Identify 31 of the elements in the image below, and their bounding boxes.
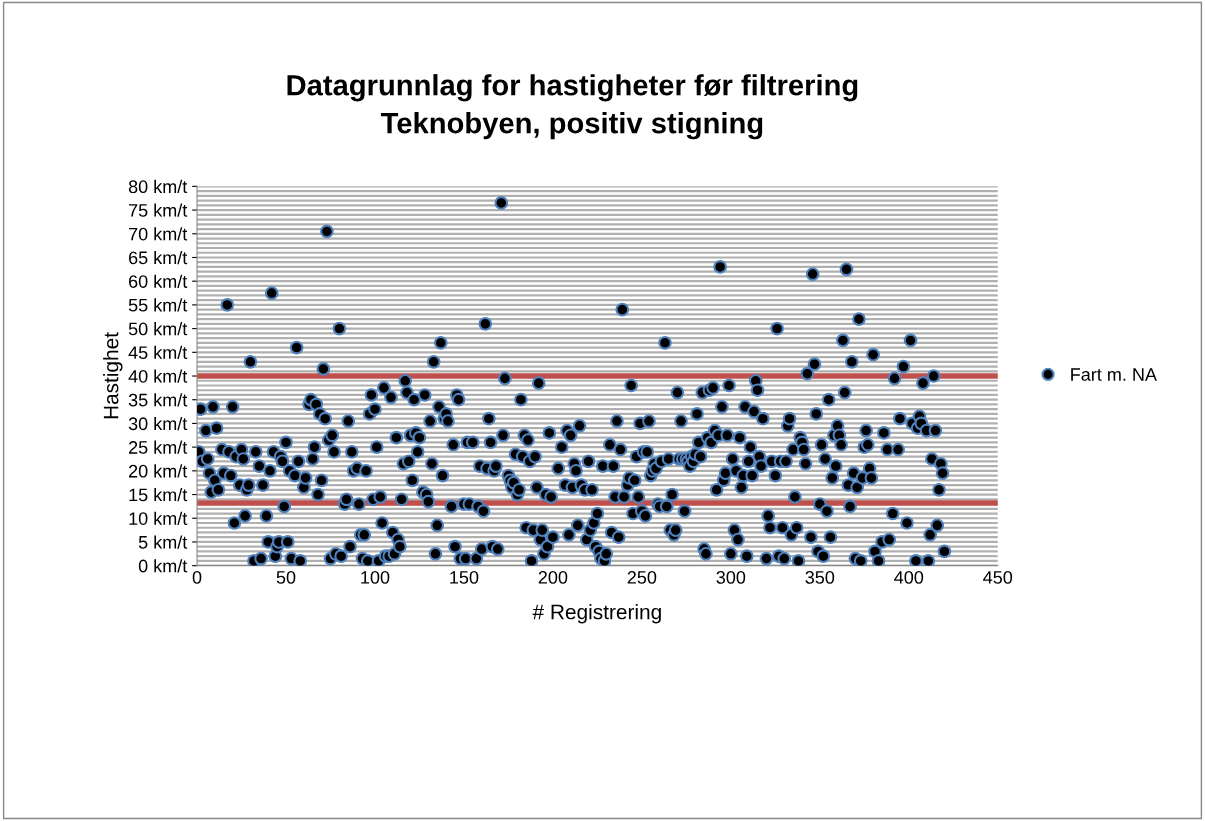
- y-tick-label: 45 km/t: [128, 345, 188, 360]
- x-tick-label: 100: [361, 571, 390, 584]
- y-tick-label: 30 km/t: [128, 416, 188, 431]
- x-tick-label: 300: [716, 571, 746, 584]
- y-tick-label: 80 km/t: [128, 179, 188, 194]
- legend-label: Fart m. NA: [1071, 368, 1157, 381]
- x-tick-label: 400: [894, 571, 924, 584]
- chart-title: Datagrunnlag for hastigheter før filtrering Teknobyen, positiv stigning: [287, 74, 858, 140]
- y-tick-label: 25 km/t: [129, 440, 188, 454]
- y-tick-label: 10 km/t: [129, 511, 188, 525]
- y-tick-label: 20 km/t: [129, 464, 188, 478]
- x-tick-label: 0: [192, 571, 202, 584]
- y-tick-label: 60 km/t: [129, 274, 188, 288]
- x-tick-label: 250: [627, 571, 657, 584]
- y-tick-label: 0 km/t: [138, 559, 188, 573]
- y-tick-label: 5 km/t: [138, 535, 188, 549]
- x-tick-label: 50: [276, 571, 296, 584]
- y-tick-label: 75 km/t: [129, 203, 188, 217]
- x-tick-label: 350: [805, 571, 835, 584]
- y-tick-label: 40 km/t: [128, 369, 188, 383]
- x-tick-label: 150: [450, 571, 479, 584]
- y-tick-label: 65 km/t: [129, 250, 188, 265]
- y-tick-label: 70 km/t: [129, 227, 188, 241]
- y-axis-title: Hastighet: [103, 332, 123, 419]
- x-tick-label: 450: [983, 571, 1013, 584]
- y-tick-label: 35 km/t: [128, 393, 188, 407]
- y-tick-label: 15 km/t: [129, 488, 188, 502]
- x-tick-label: 200: [538, 571, 568, 584]
- y-tick-label: 55 km/t: [128, 298, 188, 312]
- x-axis-title: # Registrering: [532, 604, 661, 624]
- y-tick-label: 50 km/t: [128, 322, 188, 336]
